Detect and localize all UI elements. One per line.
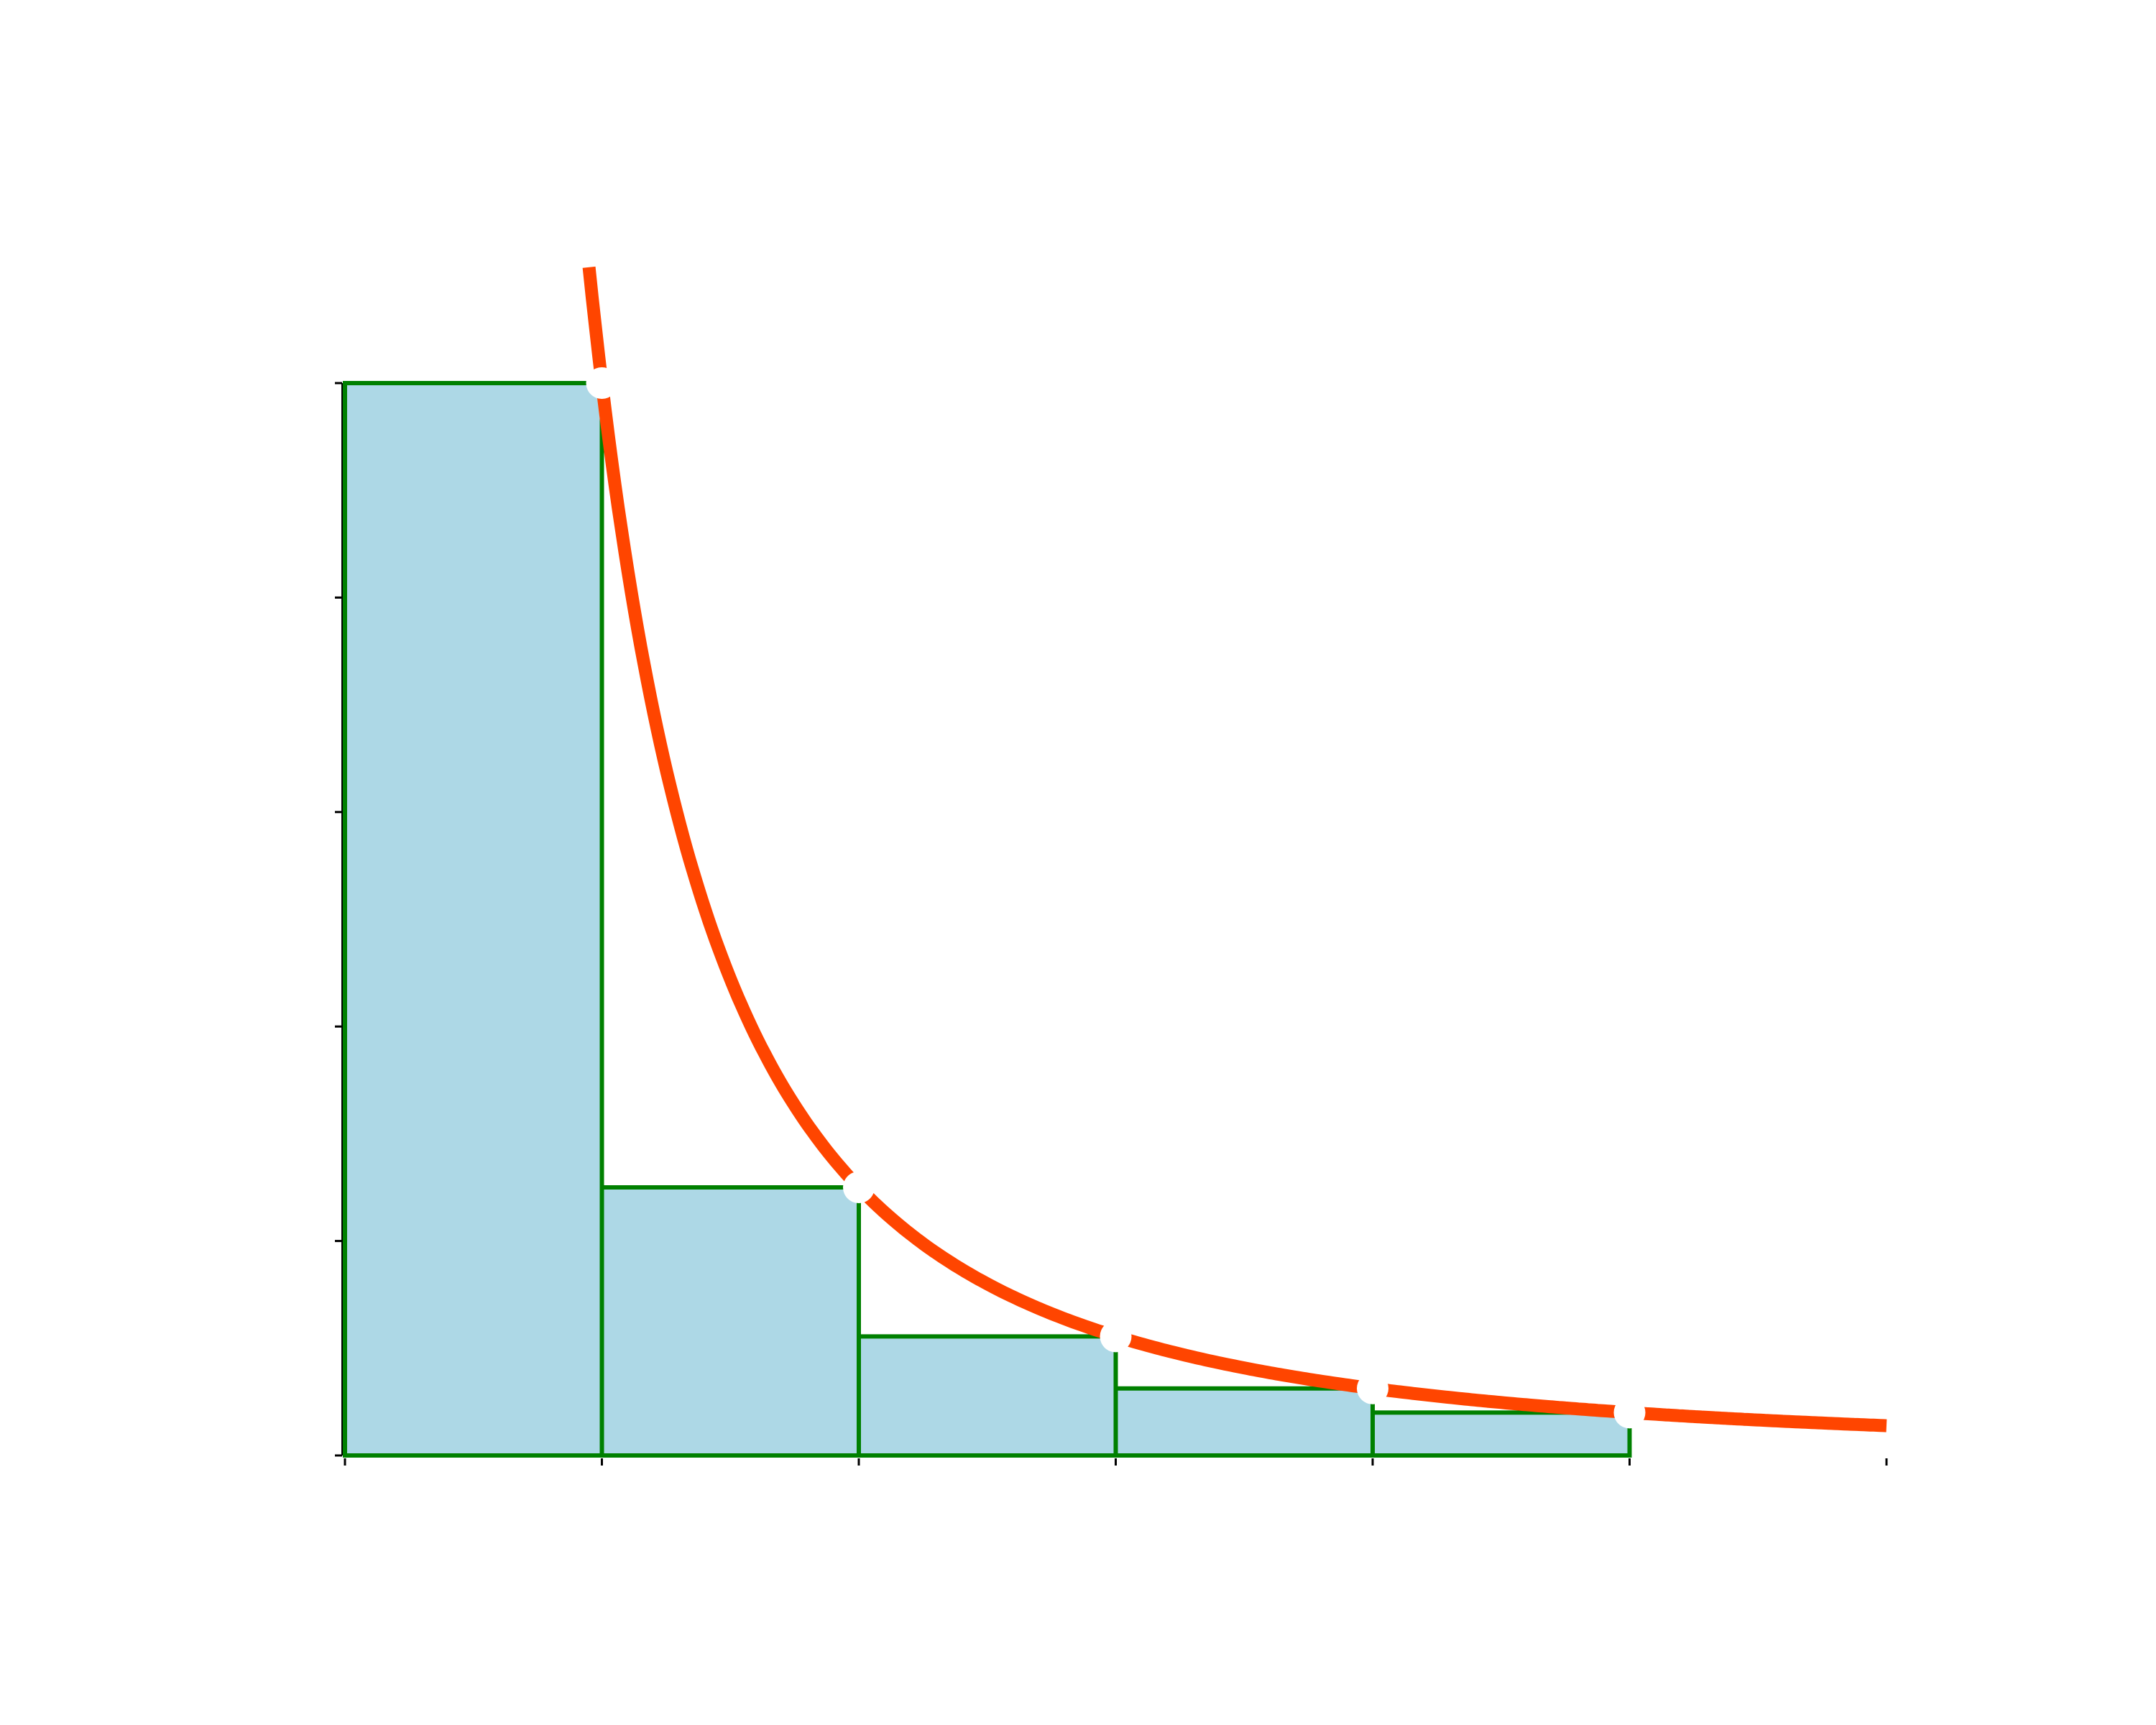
sample-point-4 [1357,1372,1388,1404]
sample-point-3 [1100,1320,1132,1353]
sample-point-1 [586,367,618,399]
sample-point-2 [843,1172,875,1203]
function-curve [582,266,1890,1432]
bar-2 [599,1185,861,1458]
bar-3 [857,1334,1118,1458]
bars-group [343,381,1632,1458]
points-group [586,367,1646,1429]
bar-1 [343,381,604,1458]
bar-4 [1113,1386,1375,1458]
axes-group [335,382,1888,1466]
bar-5 [1370,1410,1632,1458]
sample-point-5 [1613,1397,1646,1429]
curve-group [582,266,1890,1432]
